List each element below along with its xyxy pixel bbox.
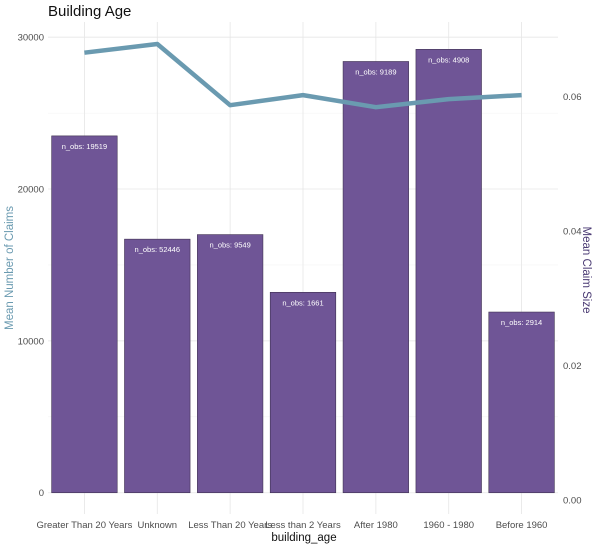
bar-label: n_obs: 19519: [62, 142, 107, 151]
mean-claim-size-line: [84, 41, 522, 110]
y-right-axis-title: Mean Claim Size: [580, 227, 592, 314]
bars: [51, 49, 555, 494]
bar: [197, 234, 264, 494]
bar-label: n_obs: 2914: [501, 318, 542, 327]
x-tick-label: Less than 2 Years: [265, 520, 341, 531]
y-left-tick-label: 0: [39, 488, 44, 499]
bar: [51, 135, 118, 494]
y-right-tick-label: 0.02: [563, 361, 582, 372]
bar: [342, 61, 409, 494]
y-right-tick-label: 0.06: [563, 92, 582, 103]
bar-label: n_obs: 9189: [355, 67, 396, 76]
bar-label: n_obs: 9549: [209, 241, 250, 250]
x-tick-label: Greater Than 20 Years: [36, 520, 132, 531]
y-left-axis-title: Mean Number of Claims: [4, 206, 16, 330]
x-tick-label: 1960 - 1980: [423, 520, 474, 531]
x-tick-label: After 1980: [354, 520, 398, 531]
bar: [269, 291, 337, 494]
y-left-tick-label: 10000: [18, 336, 44, 347]
bar-label: n_obs: 4908: [428, 55, 469, 64]
y-right-tick-labels: 0.00 0.02 0.04 0.06: [563, 92, 582, 507]
bar: [124, 238, 191, 494]
chart-title: Building Age: [48, 3, 131, 20]
y-left-tick-label: 20000: [18, 185, 44, 196]
bar: [488, 311, 555, 494]
bar-labels: n_obs: 19519 n_obs: 52446 n_obs: 9549 n_obs…: [62, 55, 543, 327]
x-tick-labels: Greater Than 20 Years Unknown Less Than 20…: [36, 520, 547, 531]
bar: [415, 49, 482, 494]
y-left-tick-label: 30000: [18, 33, 44, 44]
x-tick-label: Before 1960: [496, 520, 548, 531]
x-axis-title: building_age: [271, 532, 336, 544]
y-right-tick-label: 0.04: [563, 226, 582, 237]
x-tick-label: Less Than 20 Years: [188, 520, 272, 531]
y-right-tick-label: 0.00: [563, 496, 582, 507]
x-tick-label: Unknown: [137, 520, 177, 531]
y-left-tick-labels: 0 10000 20000 30000: [18, 33, 44, 500]
bar-label: n_obs: 52446: [135, 245, 180, 254]
bar-label: n_obs: 1661: [282, 298, 323, 307]
